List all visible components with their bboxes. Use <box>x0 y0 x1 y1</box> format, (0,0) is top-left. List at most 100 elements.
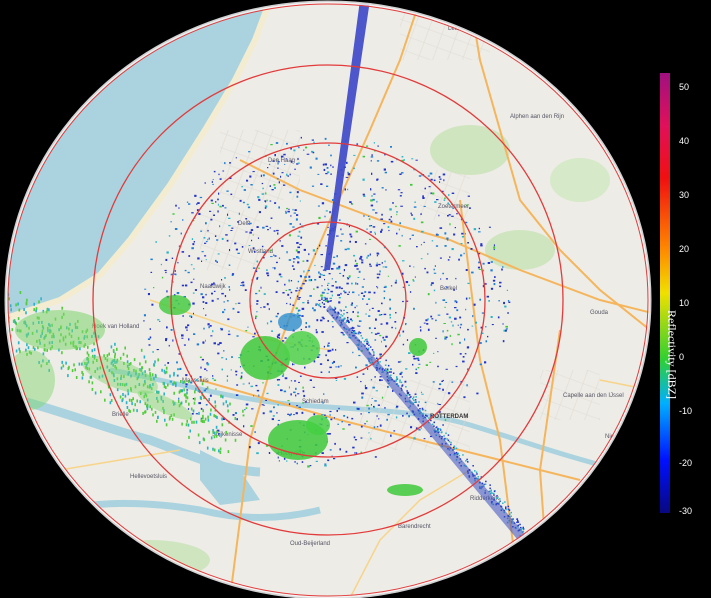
echo-pixel <box>296 295 299 298</box>
echo-pixel <box>221 238 224 240</box>
echo-pixel <box>199 396 202 400</box>
echo-pixel <box>420 258 423 260</box>
echo-pixel <box>433 268 435 271</box>
echo-pixel <box>438 387 441 390</box>
echo-pixel <box>445 432 447 434</box>
echo-pixel <box>284 283 286 286</box>
echo-pixel <box>338 407 340 410</box>
echo-pixel <box>15 303 17 307</box>
echo-pixel <box>156 419 158 423</box>
echo-pixel <box>244 289 247 291</box>
echo-pixel <box>522 526 524 529</box>
echo-pixel <box>221 417 223 421</box>
echo-pixel <box>347 277 350 280</box>
echo-pixel <box>2 315 4 318</box>
echo-pixel <box>165 338 168 340</box>
echo-pixel <box>368 344 370 346</box>
echo-pixel <box>200 293 203 296</box>
echo-pixel <box>395 205 397 208</box>
echo-pixel <box>454 300 457 303</box>
echo-pixel <box>484 483 487 485</box>
echo-pixel <box>230 369 232 371</box>
echo-pixel <box>287 293 290 296</box>
echo-pixel <box>395 380 397 382</box>
echo-pixel <box>370 379 373 381</box>
echo-pixel <box>211 202 214 204</box>
echo-pixel <box>42 309 45 313</box>
echo-pixel <box>227 213 229 216</box>
echo-pixel <box>385 335 388 338</box>
echo-pixel <box>358 320 360 322</box>
echo-pixel <box>229 162 231 164</box>
echo-pixel <box>361 396 364 399</box>
echo-pixel <box>154 373 157 377</box>
echo-pixel <box>427 253 429 255</box>
echo-pixel <box>366 343 368 345</box>
echo-pixel <box>336 267 339 270</box>
echo-pixel <box>437 430 439 432</box>
echo-pixel <box>421 230 424 233</box>
echo-pixel <box>315 303 318 305</box>
echo-pixel <box>237 252 240 254</box>
echo-pixel <box>337 267 341 270</box>
echo-pixel <box>239 366 242 368</box>
echo-pixel <box>11 328 14 332</box>
echo-pixel <box>427 318 429 321</box>
echo-pixel <box>217 352 220 355</box>
echo-pixel <box>180 232 182 235</box>
echo-pixel <box>258 394 260 397</box>
echo-pixel <box>81 376 84 380</box>
echo-pixel <box>493 283 496 286</box>
echo-pixel <box>88 367 91 371</box>
echo-pixel <box>447 439 450 442</box>
echo-pixel <box>400 360 402 362</box>
echo-pixel <box>207 238 209 241</box>
echo-pixel <box>245 403 249 406</box>
echo-pixel <box>414 399 417 401</box>
echo-pixel <box>401 156 404 158</box>
echo-pixel <box>93 348 96 352</box>
echo-pixel <box>204 242 207 244</box>
echo-pixel <box>427 328 430 331</box>
echo-pixel <box>281 375 284 377</box>
echo-pixel <box>294 168 296 170</box>
echo-pixel <box>358 354 361 357</box>
echo-pixel <box>315 460 318 462</box>
echo-pixel <box>521 527 523 530</box>
echo-pixel <box>322 401 324 404</box>
echo-pixel <box>236 384 239 386</box>
echo-pixel <box>332 326 334 328</box>
echo-pixel <box>389 208 392 211</box>
echo-pixel <box>367 254 370 257</box>
echo-pixel <box>415 368 417 371</box>
echo-pixel <box>432 381 435 383</box>
echo-pixel <box>479 298 481 301</box>
echo-pixel <box>296 287 298 289</box>
echo-pixel <box>346 282 349 285</box>
echo-pixel <box>197 433 200 437</box>
echo-pixel <box>370 160 372 162</box>
echo-pixel <box>413 357 416 360</box>
echo-pixel <box>467 328 469 331</box>
echo-pixel <box>368 315 371 317</box>
echo-pixel <box>174 270 176 272</box>
echo-pixel <box>420 221 424 224</box>
echo-pixel <box>358 331 360 333</box>
echo-pixel <box>385 322 389 325</box>
echo-pixel <box>191 413 194 415</box>
echo-pixel <box>364 384 366 387</box>
echo-pixel <box>479 342 482 344</box>
echo-pixel <box>346 416 349 419</box>
echo-pixel <box>298 309 301 312</box>
echo-pixel <box>505 325 508 328</box>
echo-pixel <box>172 281 174 283</box>
echo-pixel <box>351 282 353 285</box>
echo-pixel <box>226 190 229 192</box>
echo-pixel <box>157 416 159 419</box>
echo-pixel <box>351 319 353 322</box>
echo-pixel <box>146 385 149 389</box>
echo-pixel <box>351 329 354 331</box>
echo-pixel <box>286 142 288 145</box>
echo-pixel <box>207 415 209 419</box>
echo-pixel <box>431 282 434 285</box>
